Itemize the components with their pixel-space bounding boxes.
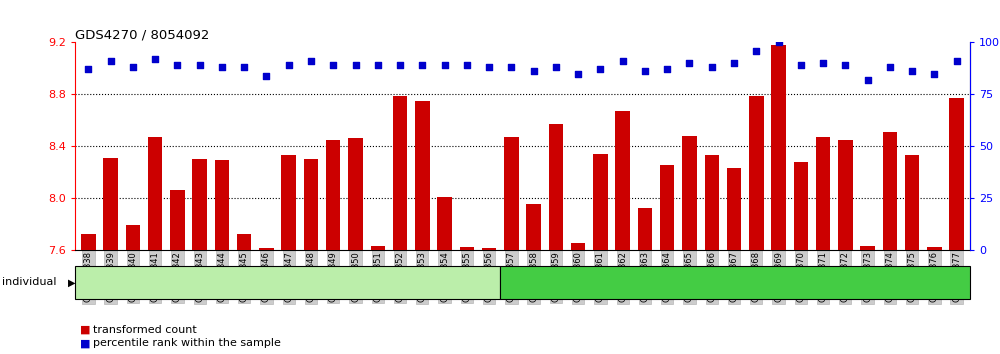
Point — [860, 77, 876, 82]
Bar — [81, 234, 96, 250]
Text: ▶: ▶ — [68, 277, 76, 287]
Point — [281, 62, 297, 68]
Point — [481, 64, 497, 70]
Bar — [393, 96, 407, 250]
Text: ■: ■ — [80, 325, 90, 335]
Point — [726, 61, 742, 66]
Text: Therapy non-responder: Therapy non-responder — [670, 277, 800, 287]
Point — [303, 58, 319, 64]
Bar — [126, 225, 140, 250]
Point — [548, 64, 564, 70]
Bar — [281, 155, 296, 250]
Bar — [348, 138, 363, 250]
Bar — [638, 208, 652, 250]
Bar — [437, 196, 452, 250]
Text: GDS4270 / 8054092: GDS4270 / 8054092 — [75, 28, 209, 41]
Point — [570, 71, 586, 76]
Text: transformed count: transformed count — [93, 325, 197, 335]
Point — [214, 64, 230, 70]
Bar — [526, 204, 541, 250]
Point — [236, 64, 252, 70]
Point — [258, 73, 274, 79]
Bar — [170, 190, 185, 250]
Point — [437, 62, 453, 68]
Bar — [103, 158, 118, 250]
Point — [125, 64, 141, 70]
Bar — [192, 159, 207, 250]
Bar — [838, 139, 853, 250]
Bar — [215, 160, 229, 250]
Point — [147, 56, 163, 62]
Text: ■: ■ — [80, 338, 90, 348]
Bar — [905, 155, 919, 250]
Bar — [794, 161, 808, 250]
Point — [771, 40, 787, 45]
Point — [681, 61, 697, 66]
Point — [748, 48, 764, 53]
Point — [526, 69, 542, 74]
Point — [704, 64, 720, 70]
Point — [815, 61, 831, 66]
Point — [169, 62, 185, 68]
Bar — [883, 132, 897, 250]
Bar — [482, 248, 496, 250]
Bar — [415, 101, 430, 250]
Point — [503, 64, 519, 70]
Bar — [148, 137, 162, 250]
Text: Therapy responder: Therapy responder — [235, 277, 340, 287]
Point — [392, 62, 408, 68]
Point — [793, 62, 809, 68]
Bar — [727, 168, 741, 250]
Point — [837, 62, 853, 68]
Bar — [371, 246, 385, 250]
Bar — [259, 248, 274, 250]
Bar — [816, 137, 830, 250]
Bar — [615, 111, 630, 250]
Text: percentile rank within the sample: percentile rank within the sample — [93, 338, 281, 348]
Bar — [504, 137, 519, 250]
Point — [459, 62, 475, 68]
Bar — [326, 139, 340, 250]
Point — [414, 62, 430, 68]
Bar — [237, 234, 251, 250]
Bar — [460, 247, 474, 250]
Point — [103, 58, 119, 64]
Bar — [860, 246, 875, 250]
Point — [592, 67, 608, 72]
Text: individual: individual — [2, 277, 56, 287]
Bar — [771, 45, 786, 250]
Point — [325, 62, 341, 68]
Point — [926, 71, 942, 76]
Bar — [927, 247, 942, 250]
Point — [370, 62, 386, 68]
Bar — [304, 159, 318, 250]
Bar — [705, 155, 719, 250]
Bar — [660, 165, 674, 250]
Point — [904, 69, 920, 74]
Bar — [749, 96, 764, 250]
Bar — [682, 136, 697, 250]
Point — [659, 67, 675, 72]
Bar — [949, 98, 964, 250]
Point — [348, 62, 364, 68]
Point — [882, 64, 898, 70]
Bar — [571, 243, 585, 250]
Point — [192, 62, 208, 68]
Point — [80, 67, 96, 72]
Point — [637, 69, 653, 74]
Bar — [593, 154, 608, 250]
Bar — [549, 124, 563, 250]
Point — [949, 58, 965, 64]
Point — [615, 58, 631, 64]
